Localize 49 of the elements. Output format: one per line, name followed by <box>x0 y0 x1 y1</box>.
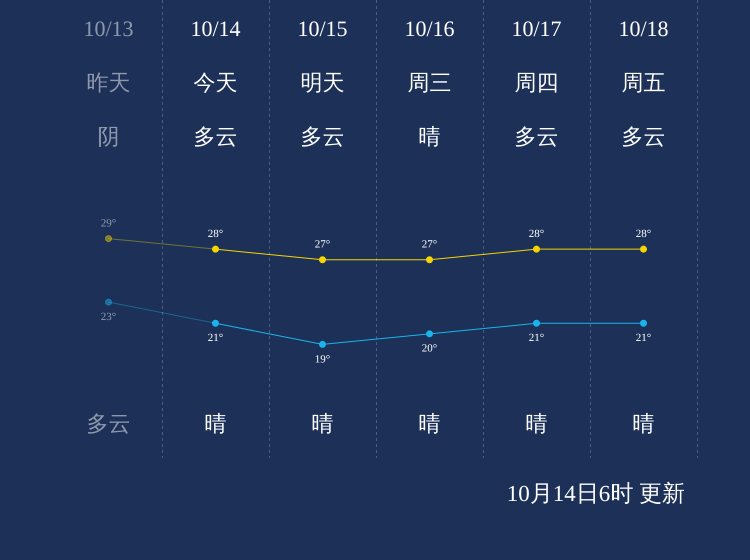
text: 昨天 <box>86 70 130 95</box>
point <box>212 320 219 327</box>
x-tick-label: 10/15 <box>297 16 348 41</box>
point <box>426 330 433 338</box>
text: 明天 <box>300 70 344 95</box>
data-label: 21° <box>528 332 544 344</box>
point <box>319 340 326 348</box>
text: 周五 <box>622 70 666 95</box>
point <box>319 256 326 264</box>
text: 10月14日6时 更新 <box>506 481 685 506</box>
point <box>105 298 112 306</box>
text: 多云 <box>622 124 666 149</box>
data-label: 20° <box>422 342 438 355</box>
data-label: 29° <box>100 217 116 230</box>
data-label: 27° <box>314 238 330 251</box>
point <box>640 246 647 253</box>
x-tick-label: 10/14 <box>190 16 241 41</box>
x-tick-label: 10/17 <box>511 16 562 41</box>
data-label: 28° <box>208 228 224 240</box>
point <box>426 256 433 264</box>
data-label: 19° <box>314 353 330 366</box>
text: 晴 <box>312 410 334 436</box>
point <box>212 246 219 253</box>
data-label: 28° <box>636 228 652 240</box>
x-tick-label: 10/18 <box>618 16 669 41</box>
text: 多云 <box>514 124 558 149</box>
text: 晴 <box>204 410 226 436</box>
point <box>533 320 540 327</box>
data-label: 28° <box>528 228 544 240</box>
data-label: 23° <box>100 310 116 323</box>
text: 晴 <box>526 410 548 436</box>
text: 多云 <box>194 124 238 149</box>
text: 多云 <box>300 124 344 149</box>
x-tick-label: 10/16 <box>404 16 455 41</box>
text: 周三 <box>408 70 452 95</box>
text: 周四 <box>514 70 558 95</box>
text: 晴 <box>418 124 440 149</box>
data-label: 27° <box>422 238 438 251</box>
data-label: 21° <box>208 332 224 344</box>
x-tick-label: 10/13 <box>83 16 134 41</box>
text: 晴 <box>418 410 440 436</box>
text: 多云 <box>86 410 130 436</box>
point <box>640 320 647 327</box>
text: 今天 <box>194 70 238 95</box>
point <box>533 246 540 253</box>
data-label: 21° <box>636 332 652 344</box>
point <box>105 235 112 242</box>
text: 晴 <box>632 410 654 436</box>
text: 阴 <box>98 124 120 149</box>
